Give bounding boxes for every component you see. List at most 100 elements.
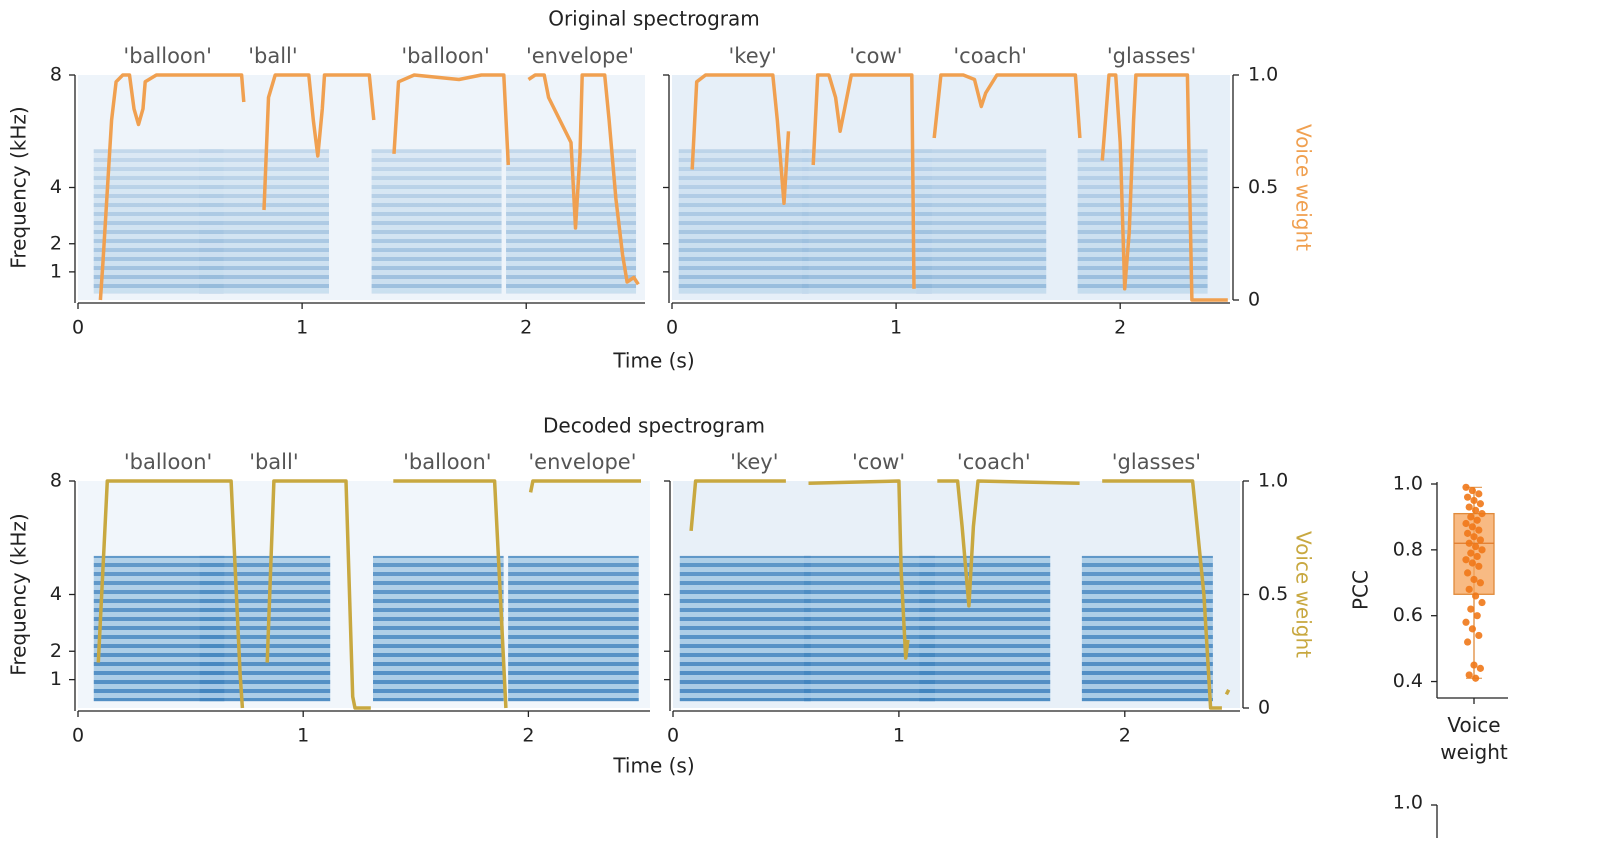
word-label: 'balloon' — [124, 450, 212, 474]
y-tick-label: 2 — [50, 232, 62, 254]
data-point — [1464, 638, 1472, 646]
data-point — [1473, 516, 1481, 524]
data-point — [1475, 526, 1483, 534]
data-point — [1465, 585, 1473, 593]
data-point — [1467, 549, 1475, 557]
y2-tick-label: 1.0 — [1258, 470, 1288, 492]
data-point — [1467, 513, 1475, 521]
data-point — [1462, 483, 1470, 491]
x-tick-label: 0 — [667, 725, 679, 747]
word-label: 'key' — [729, 44, 777, 68]
word-label: 'cow' — [849, 44, 902, 68]
y-tick-label: 1.0 — [1393, 473, 1423, 495]
data-point — [1472, 674, 1480, 682]
harmonics — [1077, 149, 1208, 294]
data-point — [1462, 618, 1470, 626]
y-tick-label: 2 — [50, 640, 62, 662]
x-category-label: Voice weight — [1440, 713, 1508, 764]
data-point — [1476, 579, 1484, 587]
y2-tick-label: 0 — [1248, 289, 1260, 311]
data-point — [1468, 559, 1476, 567]
x-tick-label: 0 — [72, 725, 84, 747]
word-label: 'coach' — [953, 44, 1027, 68]
data-point — [1467, 605, 1475, 613]
y-tick-label: 1.0 — [1393, 792, 1423, 814]
y-axis-label: Frequency (kHz) — [7, 106, 31, 268]
data-point — [1478, 546, 1486, 554]
data-point — [1462, 556, 1470, 564]
data-point — [1476, 536, 1484, 544]
x-tick-label: 1 — [297, 725, 309, 747]
harmonics — [373, 555, 504, 702]
voice-weight-line — [689, 479, 1231, 710]
x-axis-label: Time (s) — [612, 349, 694, 373]
harmonics — [919, 555, 1051, 702]
x-tick-label: 2 — [1119, 725, 1131, 747]
x-tick-label: 0 — [666, 317, 678, 339]
y2-axis-label: Voice weight — [1292, 124, 1316, 251]
harmonics — [804, 555, 936, 702]
data-point — [1464, 529, 1472, 537]
voice-weight-line — [690, 73, 1228, 302]
data-point — [1465, 503, 1473, 511]
word-label: 'ball' — [248, 44, 297, 68]
spectrogram-energy — [93, 555, 639, 702]
x-tick-label: 0 — [72, 317, 84, 339]
y2-tick-label: 0 — [1258, 697, 1270, 719]
data-point — [1470, 661, 1478, 669]
data-point — [1472, 506, 1480, 514]
y2-axis-label: Voice weight — [1292, 531, 1316, 658]
voice-weight-line — [96, 479, 641, 710]
x-tick-label: 1 — [890, 317, 902, 339]
y2-tick-label: 0.5 — [1258, 583, 1288, 605]
data-point — [1476, 500, 1484, 508]
harmonics — [801, 149, 932, 294]
data-point — [1472, 592, 1480, 600]
y-tick-label: 0.4 — [1393, 670, 1423, 692]
y-tick-label: 1 — [50, 668, 62, 690]
y-tick-label: 0.6 — [1393, 604, 1423, 626]
word-label: 'balloon' — [401, 44, 489, 68]
data-point — [1478, 598, 1486, 607]
data-point — [1473, 552, 1481, 561]
x-tick-label: 1 — [296, 317, 308, 339]
harmonics — [199, 555, 331, 702]
voice-weight-line — [98, 73, 640, 301]
word-label: 'glasses' — [1112, 450, 1201, 474]
x-tick-label: 2 — [1114, 317, 1126, 339]
y-tick-label: 0.8 — [1393, 538, 1423, 560]
harmonics — [916, 149, 1047, 294]
harmonics — [679, 555, 811, 702]
word-label: 'key' — [730, 450, 778, 474]
x-tick-label: 2 — [520, 317, 532, 339]
y-axis-label: Frequency (kHz) — [7, 513, 31, 675]
data-point — [1468, 523, 1476, 531]
data-point — [1475, 562, 1483, 570]
data-point — [1464, 569, 1472, 577]
data-point — [1470, 533, 1478, 541]
data-point — [1472, 542, 1480, 551]
y2-tick-label: 1.0 — [1248, 64, 1278, 86]
y-axis-label: PCC — [1349, 570, 1373, 610]
data-point — [1478, 510, 1486, 518]
data-point — [1470, 575, 1478, 584]
data-point — [1476, 664, 1484, 672]
word-label: 'envelope' — [528, 450, 636, 474]
y-tick-label: 1 — [50, 260, 62, 282]
data-point — [1468, 625, 1476, 633]
data-point — [1464, 493, 1472, 501]
data-point — [1473, 612, 1481, 620]
x-axis-label: Time (s) — [612, 754, 694, 778]
spectrogram-energy — [679, 555, 1213, 702]
data-point — [1475, 490, 1483, 498]
harmonics — [508, 555, 639, 702]
harmonics — [371, 149, 502, 294]
chart-title: Original spectrogram — [548, 7, 760, 31]
word-label: 'balloon' — [403, 450, 491, 474]
word-label: 'envelope' — [526, 44, 634, 68]
x-tick-label: 2 — [522, 725, 534, 747]
word-label: 'cow' — [852, 450, 905, 474]
harmonics — [678, 149, 809, 294]
chart-title: Decoded spectrogram — [543, 414, 765, 438]
